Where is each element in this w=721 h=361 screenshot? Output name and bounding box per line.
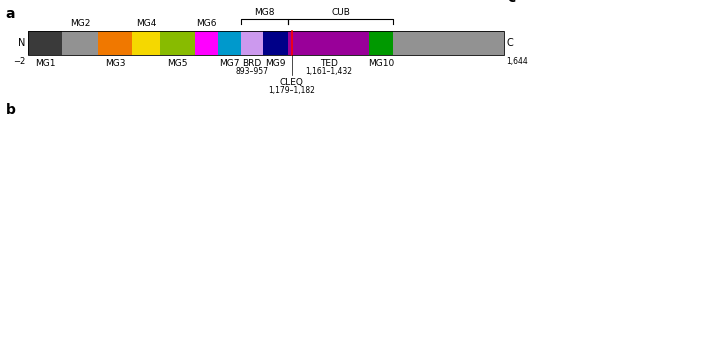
Text: MG5: MG5 (167, 59, 187, 68)
Text: TED: TED (320, 59, 338, 68)
Text: MG10: MG10 (368, 59, 394, 68)
Text: BRD: BRD (242, 59, 262, 68)
Text: CLEQ: CLEQ (280, 78, 304, 87)
Text: MG6: MG6 (196, 18, 217, 27)
Text: MG3: MG3 (105, 59, 125, 68)
Bar (288, 31, 369, 55)
Text: 893–957: 893–957 (235, 68, 268, 77)
Text: 1,644: 1,644 (506, 57, 528, 66)
Text: b: b (6, 103, 16, 117)
Text: MG9: MG9 (265, 59, 286, 68)
Text: MG7: MG7 (219, 59, 239, 68)
Bar (369, 31, 393, 55)
Text: CUB: CUB (332, 8, 350, 17)
Text: 1,179–1,182: 1,179–1,182 (268, 86, 315, 95)
Bar (97, 31, 132, 55)
Text: N: N (18, 38, 25, 48)
Text: c: c (507, 0, 516, 5)
Text: MG8: MG8 (255, 8, 275, 17)
Text: −2: −2 (13, 57, 25, 66)
Bar (27, 31, 504, 55)
Text: MG1: MG1 (35, 59, 56, 68)
Bar (393, 31, 504, 55)
Text: MG2: MG2 (70, 18, 90, 27)
Bar (27, 31, 62, 55)
Bar (195, 31, 218, 55)
Bar (160, 31, 195, 55)
Text: C: C (506, 38, 513, 48)
Bar (62, 31, 97, 55)
Text: 1,161–1,432: 1,161–1,432 (306, 68, 353, 77)
Text: a: a (6, 7, 15, 21)
Bar (241, 31, 262, 55)
Bar (218, 31, 241, 55)
Text: MG4: MG4 (136, 18, 156, 27)
Bar (262, 31, 288, 55)
Bar (132, 31, 160, 55)
